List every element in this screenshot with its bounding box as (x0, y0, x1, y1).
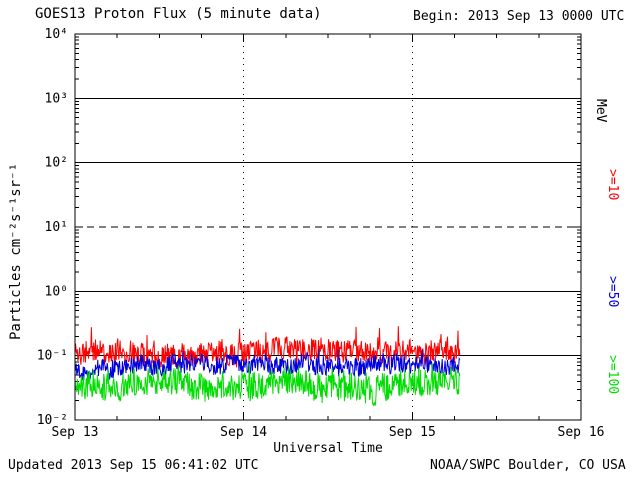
y-tick-label: 10¹ (45, 220, 68, 235)
right-axis-title-mev: MeV (593, 99, 608, 123)
x-axis-title: Universal Time (273, 441, 383, 456)
credit-label: NOAA/SWPC Boulder, CO USA (430, 458, 626, 473)
y-tick-label: 10³ (45, 91, 68, 106)
series-line-ge10 (74, 326, 461, 369)
x-tick-label: Sep 13 (52, 425, 99, 440)
y-tick-label: 10⁻¹ (37, 349, 68, 364)
y-tick-label: 10⁴ (45, 27, 68, 42)
chart-title: GOES13 Proton Flux (5 minute data) (35, 6, 322, 22)
plot-frame (74, 33, 582, 421)
legend-label-ge100: >=100 (605, 355, 620, 395)
updated-timestamp: Updated 2013 Sep 15 06:41:02 UTC (8, 458, 259, 473)
y-tick-label: 10⁻² (37, 413, 68, 428)
legend-label-ge50: >=50 (605, 276, 620, 308)
series-line-ge100 (74, 363, 461, 406)
x-tick-label: Sep 16 (558, 425, 605, 440)
series-line-ge50 (74, 349, 461, 382)
y-tick-label: 10⁰ (45, 284, 68, 299)
x-tick-label: Sep 15 (389, 425, 436, 440)
y-axis-title: Particles cm⁻²s⁻¹sr⁻¹ (8, 162, 24, 340)
begin-time-label: Begin: 2013 Sep 13 0000 UTC (413, 9, 625, 24)
y-tick-label: 10² (45, 156, 68, 171)
x-tick-label: Sep 14 (220, 425, 267, 440)
legend-label-ge10: >=10 (605, 169, 620, 201)
